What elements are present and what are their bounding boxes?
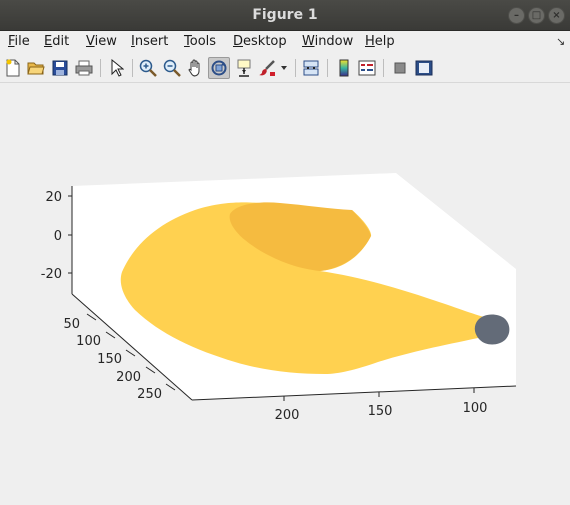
menu-window[interactable]: Window — [302, 34, 354, 49]
y-tick-label: 50 — [63, 317, 80, 332]
plot-3d-axes[interactable]: 20 0 -20 50 100 150 200 250 200 150 100 — [0, 84, 570, 505]
brush-icon[interactable] — [256, 57, 278, 79]
banana-surface — [120, 202, 489, 374]
window-title: Figure 1 — [252, 7, 318, 23]
banana-stem — [474, 314, 510, 345]
zoom-out-icon[interactable] — [161, 57, 183, 79]
y-axis-line — [71, 293, 193, 401]
z-tick-label: 0 — [54, 229, 62, 244]
rotate-3d-icon[interactable] — [208, 57, 230, 79]
zoom-in-icon[interactable] — [137, 57, 159, 79]
z-tick-label: 20 — [45, 190, 62, 205]
menu-file[interactable]: File — [8, 34, 30, 49]
menu-help[interactable]: Help — [365, 34, 395, 49]
pointer-icon[interactable] — [106, 57, 128, 79]
maximize-button[interactable]: □ — [528, 7, 545, 24]
z-ticks — [68, 195, 72, 274]
figure-canvas[interactable]: 20 0 -20 50 100 150 200 250 200 150 100 — [0, 84, 570, 505]
banana-shaded-fold — [229, 202, 371, 271]
y-tick-label: 200 — [116, 370, 141, 385]
print-icon[interactable] — [73, 57, 95, 79]
toolbar — [0, 53, 570, 83]
menu-desktop[interactable]: Desktop — [233, 34, 287, 49]
menu-bar: File Edit View Insert Tools Desktop Wind… — [0, 31, 570, 53]
y-ticks — [86, 313, 176, 391]
x-tick-label: 200 — [275, 408, 300, 423]
y-tick-label: 100 — [76, 334, 101, 349]
pan-hand-icon[interactable] — [185, 57, 207, 79]
hide-plot-tools-icon[interactable] — [389, 57, 411, 79]
x-tick-label: 100 — [463, 401, 488, 416]
minimize-button[interactable]: – — [508, 7, 525, 24]
x-axis-line — [191, 385, 517, 401]
data-cursor-icon[interactable] — [233, 57, 255, 79]
new-figure-icon[interactable] — [2, 57, 24, 79]
open-file-icon[interactable] — [25, 57, 47, 79]
save-icon[interactable] — [49, 57, 71, 79]
link-plot-icon[interactable] — [300, 57, 322, 79]
dock-arrow-icon[interactable]: ↘ — [556, 35, 566, 48]
menu-tools[interactable]: Tools — [184, 34, 217, 49]
y-tick-label: 150 — [97, 352, 122, 367]
x-ticks — [283, 388, 475, 401]
close-button[interactable]: × — [548, 7, 565, 24]
brush-dropdown-icon[interactable] — [278, 57, 290, 79]
show-plot-tools-icon[interactable] — [413, 57, 435, 79]
title-bar: Figure 1 – □ × — [0, 0, 570, 31]
y-tick-label: 250 — [137, 387, 162, 402]
menu-edit[interactable]: Edit — [44, 34, 70, 49]
menu-view[interactable]: View — [86, 34, 117, 49]
legend-icon[interactable] — [356, 57, 378, 79]
x-tick-label: 150 — [368, 404, 393, 419]
z-tick-label: -20 — [41, 267, 62, 282]
colorbar-icon[interactable] — [333, 57, 355, 79]
menu-insert[interactable]: Insert — [131, 34, 169, 49]
